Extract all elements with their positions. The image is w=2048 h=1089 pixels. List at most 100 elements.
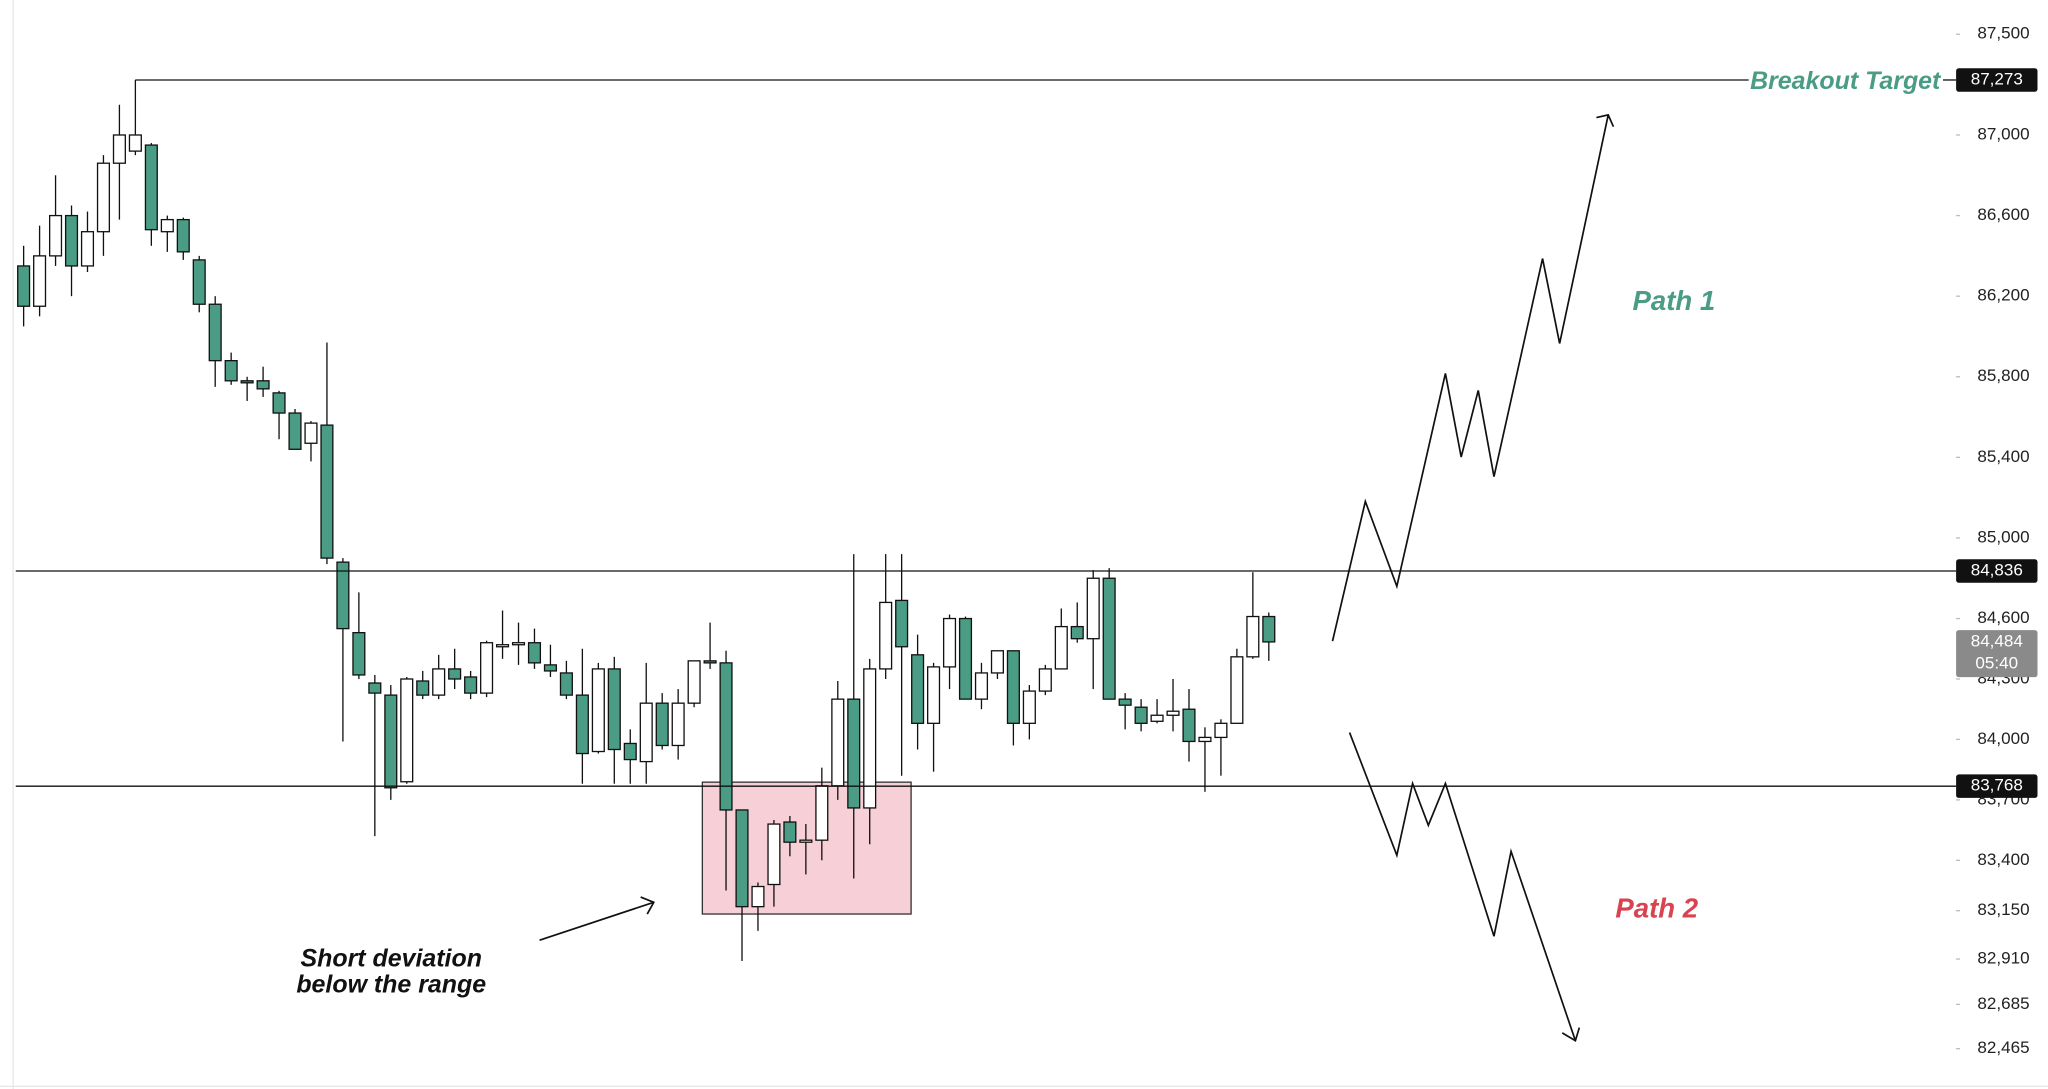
level-label: 83,768 <box>1971 776 2023 795</box>
candle-body <box>895 599 909 648</box>
level-label: 87,273 <box>1971 70 2023 89</box>
deviation-arrow <box>539 901 655 941</box>
y-tick-label: 85,000 <box>1977 527 2029 546</box>
candle-body <box>1038 668 1052 692</box>
candle-body <box>1246 615 1260 658</box>
candle-body <box>1182 708 1196 743</box>
candle-body <box>448 668 462 680</box>
candle-body <box>128 134 142 152</box>
candle-body <box>400 678 414 783</box>
candle-body <box>911 654 925 724</box>
y-tick-label: 82,465 <box>1977 1038 2029 1057</box>
candle-body <box>1198 736 1212 743</box>
candle-body <box>735 809 749 908</box>
candle-body <box>527 642 542 664</box>
candle-body <box>639 702 653 763</box>
y-tick-label: 82,685 <box>1977 994 2029 1013</box>
candle-body <box>224 359 238 382</box>
candle-body <box>559 672 573 696</box>
candle-body <box>176 218 190 253</box>
candle-body <box>543 664 558 672</box>
path-2-arrow <box>1348 732 1577 1041</box>
candle-body <box>974 672 989 700</box>
candle-body <box>927 666 941 724</box>
candle-body <box>33 255 47 307</box>
y-tick-label: 83,400 <box>1977 850 2029 869</box>
level-label-box <box>1956 68 2038 92</box>
last-price-label: 84,484 <box>1971 631 2023 650</box>
candle-body <box>783 821 797 843</box>
candle-body <box>847 698 861 809</box>
candle-body <box>96 162 111 233</box>
candle-body <box>1086 577 1100 640</box>
candle-body <box>384 694 398 789</box>
countdown-label: 05:40 <box>1975 654 2018 673</box>
candle-body <box>1118 698 1132 706</box>
candle-body <box>432 668 446 696</box>
candle-body <box>1262 615 1276 643</box>
candle-body <box>256 380 270 390</box>
candle-body <box>240 380 254 384</box>
candle-body <box>208 303 222 362</box>
candle-body <box>831 698 845 787</box>
candle-body <box>607 668 621 751</box>
y-tick-label: 87,000 <box>1977 125 2029 144</box>
candle-body <box>815 785 829 841</box>
candle-body <box>655 702 669 747</box>
path-1-arrow <box>1331 114 1610 642</box>
candle-body <box>799 839 813 843</box>
candle-body <box>1150 714 1164 722</box>
candle-body <box>48 214 63 257</box>
candle-body <box>958 617 973 700</box>
candle-body <box>575 694 589 755</box>
y-tick-label: 86,200 <box>1977 286 2029 305</box>
candle-body <box>1006 650 1020 724</box>
deviation-note: Short deviation <box>301 944 482 972</box>
candle-body <box>80 231 95 267</box>
candle-body <box>1134 706 1148 724</box>
candle-body <box>671 702 685 747</box>
candle-body <box>623 742 637 761</box>
candle-body <box>719 662 733 811</box>
y-tick-label: 84,600 <box>1977 608 2029 627</box>
path-1-label: Path 1 <box>1632 285 1715 316</box>
candle-body <box>304 422 318 444</box>
level-label-box <box>1956 559 2038 583</box>
candle-body <box>64 214 79 267</box>
candle-body <box>160 218 174 233</box>
candle-body <box>1022 690 1036 724</box>
candle-body <box>336 561 350 630</box>
candle-body <box>480 642 494 694</box>
candle-body <box>1230 656 1244 724</box>
deviation-box <box>701 781 912 915</box>
candle-body <box>1214 722 1228 739</box>
candle-body <box>17 265 31 307</box>
candle-body <box>320 424 334 559</box>
candle-body <box>687 660 701 704</box>
last-price-box <box>1956 630 2038 678</box>
candle-body <box>990 650 1004 674</box>
level-label-box <box>1956 774 2038 798</box>
candle-body <box>511 642 526 646</box>
candle-body <box>272 392 286 414</box>
candle-body <box>416 680 430 696</box>
y-tick-label: 87,500 <box>1977 24 2029 43</box>
candle-body <box>863 668 877 809</box>
candle-body <box>1102 577 1116 700</box>
candle-body <box>591 668 605 753</box>
y-tick-label: 85,400 <box>1977 447 2029 466</box>
candle-body <box>144 144 158 231</box>
arrow-head <box>1596 113 1615 128</box>
candle-body <box>879 601 893 670</box>
y-tick-label: 86,600 <box>1977 205 2029 224</box>
candle-body <box>464 676 478 694</box>
level-label: 84,836 <box>1971 561 2023 580</box>
arrow-head <box>640 896 656 915</box>
candle-body <box>703 660 717 664</box>
y-tick-label: 84,000 <box>1977 729 2029 748</box>
candle-body <box>1166 710 1180 716</box>
candle-body <box>751 885 765 908</box>
y-tick-label: 82,910 <box>1977 949 2029 968</box>
